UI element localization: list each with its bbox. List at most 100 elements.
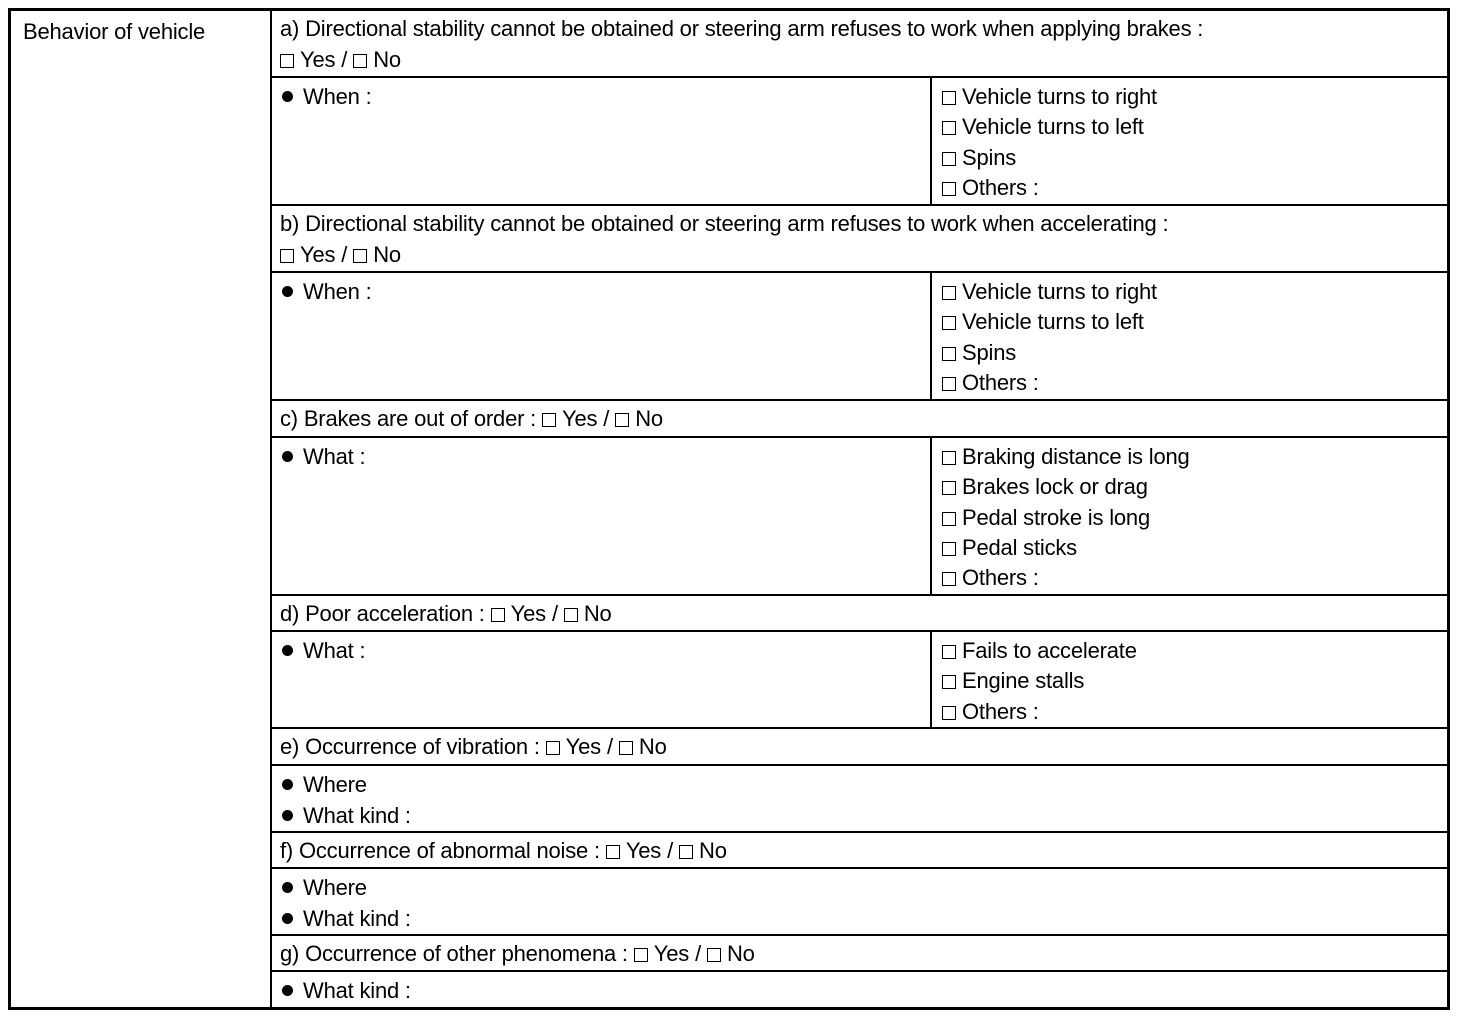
option-checkbox[interactable] — [942, 286, 956, 300]
option-checkbox[interactable] — [942, 346, 956, 361]
yes-checkbox[interactable] — [490, 608, 505, 622]
option-checkbox[interactable] — [942, 645, 956, 659]
option-item[interactable]: Others : — [942, 370, 1039, 396]
option-item[interactable]: Spins — [942, 145, 1016, 171]
option-label: Pedal sticks — [962, 534, 1077, 560]
option-checkbox[interactable] — [942, 181, 956, 196]
yes-checkbox[interactable] — [633, 948, 648, 962]
bullet-icon — [282, 779, 293, 790]
option-checkbox[interactable] — [942, 151, 956, 166]
detail-field[interactable]: What kind : — [282, 803, 411, 829]
option-item[interactable]: Vehicle turns to left — [942, 114, 1144, 140]
separator: / — [551, 601, 558, 626]
option-item[interactable]: Brakes lock or drag — [942, 474, 1148, 500]
question-header-6: g) Occurrence of other phenomena : Yes / N… — [272, 936, 1447, 972]
detail-field[interactable]: Where — [282, 875, 367, 901]
question-detail-4: Where What kind : — [272, 766, 1447, 833]
yes-label: Yes — [565, 734, 601, 759]
question-title: g) Occurrence of other phenomena : — [280, 941, 628, 966]
yes-checkbox[interactable] — [545, 741, 560, 755]
yes-checkbox[interactable] — [542, 413, 556, 427]
option-item[interactable]: Others : — [942, 175, 1039, 201]
detail-field[interactable]: When : — [282, 84, 372, 110]
question-header-5: f) Occurrence of abnormal noise : Yes / No — [272, 833, 1447, 869]
option-checkbox[interactable] — [942, 91, 956, 105]
option-checkbox[interactable] — [942, 541, 956, 556]
option-item[interactable]: Others : — [942, 699, 1039, 725]
detail-field[interactable]: What kind : — [282, 906, 411, 932]
no-checkbox[interactable] — [563, 608, 578, 622]
yes-checkbox[interactable] — [280, 249, 294, 263]
left-label-cell: Behavior of vehicle — [11, 11, 272, 1007]
separator: / — [606, 734, 613, 759]
detail-label: What : — [303, 638, 366, 663]
option-checkbox[interactable] — [942, 705, 956, 720]
column-divider — [930, 78, 932, 204]
detail-field[interactable]: When : — [282, 279, 372, 305]
question-line: b) Directional stability cannot be obtai… — [280, 211, 1169, 237]
option-label: Brakes lock or drag — [962, 474, 1148, 500]
yes-checkbox[interactable] — [280, 54, 294, 68]
question-title: a) Directional stability cannot be obtai… — [280, 16, 1204, 41]
option-item[interactable]: Others : — [942, 565, 1039, 591]
question-detail-2: What : Braking distance is long Brakes loc… — [272, 438, 1447, 596]
option-item[interactable]: Vehicle turns to right — [942, 279, 1157, 305]
detail-label: When : — [303, 84, 372, 109]
option-checkbox[interactable] — [942, 316, 956, 331]
option-label: Vehicle turns to right — [962, 84, 1157, 109]
question-header-4: e) Occurrence of vibration : Yes / No — [272, 729, 1447, 766]
question-detail-0: When : Vehicle turns to right Vehicle turn… — [272, 78, 1447, 206]
question-line: d) Poor acceleration : Yes / No — [280, 601, 612, 627]
detail-field[interactable]: What : — [282, 444, 366, 470]
detail-label: What kind : — [303, 906, 411, 931]
yes-checkbox[interactable] — [605, 845, 620, 859]
option-label: Others : — [962, 369, 1039, 395]
detail-field[interactable]: What kind : — [282, 978, 411, 1004]
no-label: No — [583, 601, 612, 626]
no-checkbox[interactable] — [353, 249, 368, 263]
vehicle-behavior-form: Behavior of vehicle a) Directional stabi… — [8, 8, 1450, 1010]
no-checkbox[interactable] — [615, 413, 630, 427]
option-item[interactable]: Vehicle turns to right — [942, 84, 1157, 110]
no-checkbox[interactable] — [706, 948, 721, 962]
option-item[interactable]: Braking distance is long — [942, 444, 1190, 470]
bullet-icon — [282, 810, 293, 821]
no-checkbox[interactable] — [353, 54, 368, 68]
option-checkbox[interactable] — [942, 376, 956, 391]
option-checkbox[interactable] — [942, 511, 956, 526]
option-checkbox[interactable] — [942, 121, 956, 136]
column-divider — [930, 632, 932, 727]
detail-field[interactable]: Where — [282, 772, 367, 798]
option-checkbox[interactable] — [942, 675, 956, 690]
option-item[interactable]: Spins — [942, 340, 1016, 366]
question-detail-1: When : Vehicle turns to right Vehicle turn… — [272, 273, 1447, 401]
option-label: Others : — [962, 698, 1039, 724]
option-label: Fails to accelerate — [962, 638, 1137, 663]
question-detail-5: Where What kind : — [272, 869, 1447, 936]
detail-label: Where — [303, 875, 367, 900]
detail-field[interactable]: What : — [282, 638, 366, 664]
bullet-icon — [282, 451, 293, 462]
option-item[interactable]: Engine stalls — [942, 668, 1084, 694]
no-label: No — [373, 47, 401, 72]
bullet-icon — [282, 645, 293, 656]
option-checkbox[interactable] — [942, 572, 956, 587]
column-divider — [930, 273, 932, 399]
question-header-1: b) Directional stability cannot be obtai… — [272, 206, 1447, 273]
question-line: f) Occurrence of abnormal noise : Yes / No — [280, 838, 727, 864]
option-checkbox[interactable] — [942, 451, 956, 465]
option-item[interactable]: Pedal sticks — [942, 535, 1077, 561]
separator: / — [667, 838, 674, 863]
bullet-icon — [282, 91, 293, 102]
no-checkbox[interactable] — [679, 845, 694, 859]
option-checkbox[interactable] — [942, 481, 956, 496]
option-item[interactable]: Vehicle turns to left — [942, 309, 1144, 335]
yes-label: Yes — [625, 838, 662, 863]
question-title: f) Occurrence of abnormal noise : — [280, 838, 600, 863]
no-label: No — [638, 734, 667, 759]
no-checkbox[interactable] — [618, 741, 633, 755]
option-item[interactable]: Pedal stroke is long — [942, 505, 1150, 531]
questions-column: a) Directional stability cannot be obtai… — [272, 11, 1447, 1007]
yes-label: Yes — [300, 242, 336, 267]
option-item[interactable]: Fails to accelerate — [942, 638, 1137, 664]
